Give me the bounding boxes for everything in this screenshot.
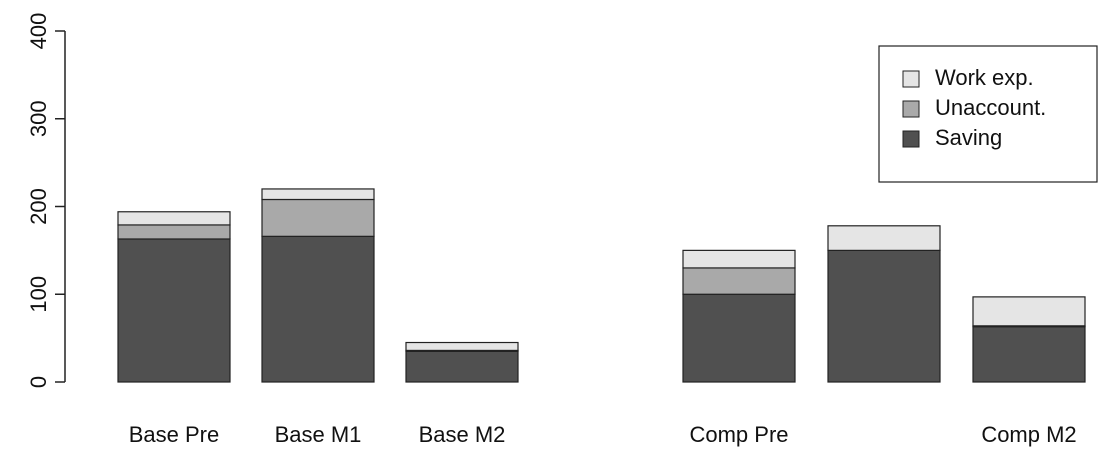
bar-segment: [117, 211, 231, 226]
bar-segment: [405, 341, 519, 352]
bar-segment: [972, 326, 1086, 383]
x-tick-label: Base M1: [275, 422, 362, 447]
y-tick-label: 0: [26, 376, 51, 388]
bar-segment: [682, 249, 796, 269]
bar-segment: [972, 296, 1086, 327]
legend-label: Unaccount.: [935, 95, 1046, 120]
bar-segment: [827, 225, 941, 251]
x-tick-label: Base Pre: [129, 422, 220, 447]
y-tick-label: 400: [26, 13, 51, 50]
x-tick-label: Comp M2: [981, 422, 1076, 447]
legend-swatch: [902, 70, 920, 88]
legend-label: Work exp.: [935, 65, 1034, 90]
x-tick-label: Comp Pre: [689, 422, 788, 447]
y-tick-label: 300: [26, 100, 51, 137]
y-tick-label: 200: [26, 188, 51, 225]
legend-label: Saving: [935, 125, 1002, 150]
bar-segment: [682, 267, 796, 295]
x-tick-label: Base M2: [419, 422, 506, 447]
bar-segment: [682, 293, 796, 383]
y-tick-label: 100: [26, 276, 51, 313]
bar-segment: [117, 238, 231, 383]
bar-segment: [261, 188, 375, 201]
bar-segment: [261, 235, 375, 383]
legend-swatch: [902, 100, 920, 118]
bar-segment: [827, 249, 941, 383]
legend-swatch: [902, 130, 920, 148]
bar-segment: [405, 350, 519, 383]
bar-segment: [117, 224, 231, 240]
bar-segment: [261, 198, 375, 237]
